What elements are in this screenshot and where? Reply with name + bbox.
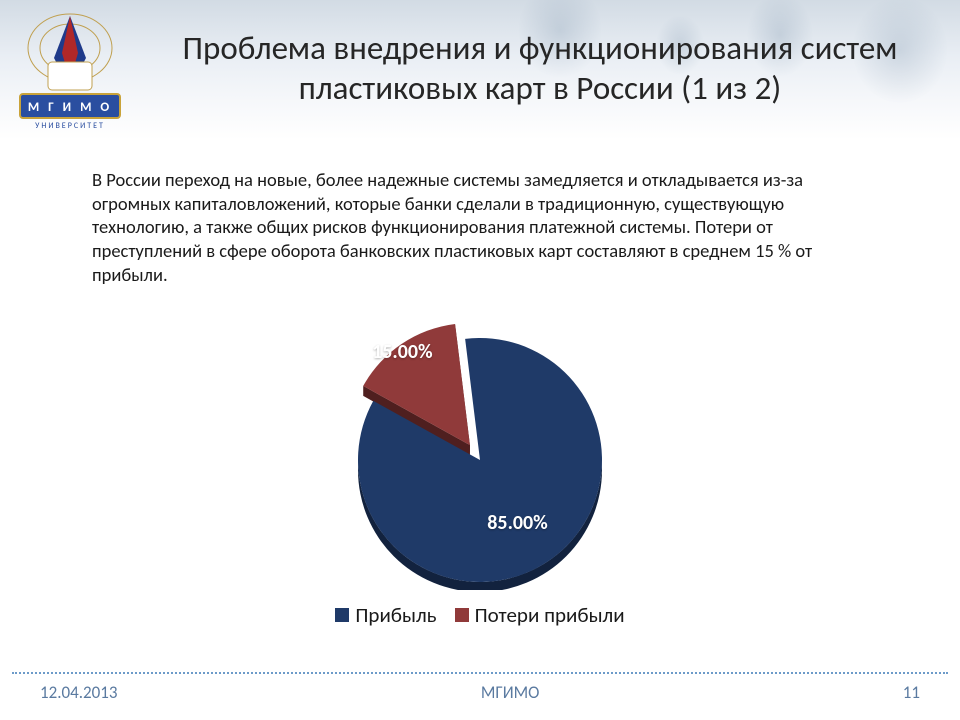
body-paragraph: В России переход на новые, более надежны… <box>92 168 882 286</box>
legend-swatch <box>335 608 349 622</box>
legend-swatch <box>455 608 469 622</box>
legend-label: Прибыль <box>355 602 436 628</box>
pie-chart: 85.00% 15.00% Прибыль Потери прибыли <box>0 300 960 640</box>
footer-org: МГИМО <box>481 682 540 703</box>
page-title: Проблема внедрения и функционирования си… <box>170 28 910 109</box>
footer: 12.04.2013 МГИМО 11 <box>0 682 960 703</box>
footer-page-number: 11 <box>903 682 920 703</box>
legend-label: Потери прибыли <box>475 602 625 628</box>
footer-date: 12.04.2013 <box>40 682 118 703</box>
legend-item: Прибыль <box>335 602 436 628</box>
mgimo-logo: М Г И М О УНИВЕРСИТЕТ <box>14 8 126 134</box>
logo-acronym: М Г И М О <box>28 100 112 115</box>
pie-slice-label: 85.00% <box>487 511 547 535</box>
footer-divider <box>12 672 948 674</box>
logo-subtitle: УНИВЕРСИТЕТ <box>35 121 105 131</box>
chart-legend: Прибыль Потери прибыли <box>335 602 624 628</box>
pie-slice-label: 15.00% <box>372 340 432 364</box>
slide: М Г И М О УНИВЕРСИТЕТ Проблема внедрения… <box>0 0 960 720</box>
legend-item: Потери прибыли <box>455 602 625 628</box>
pie-canvas: 85.00% 15.00% <box>335 300 625 590</box>
